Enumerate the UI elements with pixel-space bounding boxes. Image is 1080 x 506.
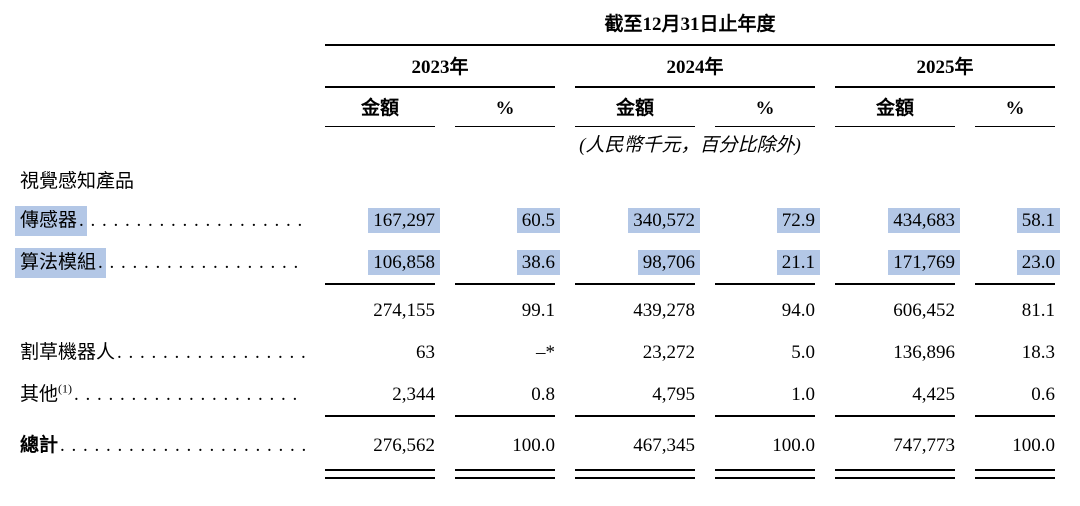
table-row-total: 總計 276,562 100.0 467,345 100.0 747,773 1… — [20, 417, 1055, 467]
cell-2025-amount: 747,773 — [893, 435, 955, 456]
rule — [975, 283, 1055, 285]
rule — [455, 415, 555, 417]
table-row-sensors: 傳感器 167,297 60.5 340,572 72.9 434,683 58… — [15, 199, 1060, 241]
cell-2023-percent: 0.8 — [531, 384, 555, 405]
cell-2025-percent: 58.1 — [975, 199, 1060, 241]
cell-2024-percent: 94.0 — [781, 300, 815, 321]
rule — [835, 283, 955, 285]
cell-2023-amount: 106,858 — [325, 241, 440, 283]
double-rule — [455, 469, 555, 479]
double-rule — [715, 469, 815, 479]
unit-note-row: (人民幣千元，百分比除外) — [20, 127, 1055, 159]
row-label-cell: 總計 — [20, 417, 305, 467]
cell-2025-percent: 81.1 — [1021, 300, 1055, 321]
cell-2024-percent: 1.0 — [791, 384, 815, 405]
cell-2024-amount: 98,706 — [575, 241, 700, 283]
cell-2025-percent: 23.0 — [975, 241, 1060, 283]
cell-2025-percent: 100.0 — [1012, 435, 1055, 456]
cell-2024-amount: 340,572 — [575, 199, 700, 241]
percent-header-2023: % — [455, 88, 555, 127]
dot-leader — [72, 382, 305, 408]
dot-leader — [115, 340, 305, 366]
year-header-2024: 2024年 — [575, 46, 815, 88]
rule — [835, 415, 955, 417]
year-header-2025: 2025年 — [835, 46, 1055, 88]
dot-leader — [77, 208, 305, 234]
cell-2023-percent: 100.0 — [512, 435, 555, 456]
rule — [715, 283, 815, 285]
cell-2024-percent: 21.1 — [715, 241, 820, 283]
double-rule — [975, 469, 1055, 479]
amount-header-2023: 金額 — [325, 88, 435, 127]
cell-2023-percent: –* — [536, 342, 555, 363]
year-header-2023: 2023年 — [325, 46, 555, 88]
table-row-others: 其他(1) 2,344 0.8 4,795 1.0 4,425 0.6 — [20, 373, 1055, 415]
cell-2023-amount: 63 — [416, 342, 435, 363]
unit-note: (人民幣千元，百分比除外) — [579, 135, 801, 156]
rule — [325, 283, 435, 285]
row-label-cell: 其他(1) — [20, 373, 305, 415]
double-rule — [575, 469, 695, 479]
amount-header-2024: 金額 — [575, 88, 695, 127]
double-rule — [835, 469, 955, 479]
cell-2023-amount: 2,344 — [392, 384, 435, 405]
double-rule — [325, 469, 435, 479]
cell-2024-amount: 4,795 — [652, 384, 695, 405]
cell-2025-percent: 18.3 — [1021, 342, 1055, 363]
period-header: 截至12月31日止年度 — [325, 12, 1055, 46]
row-label-cell: 傳感器 — [15, 199, 305, 241]
row-label: 總計 — [20, 435, 59, 456]
cell-2023-percent: 99.1 — [521, 300, 555, 321]
year-header-row: 2023年 2024年 2025年 — [20, 46, 1055, 88]
cell-2024-percent: 5.0 — [791, 342, 815, 363]
rule — [455, 283, 555, 285]
section-header: 視覺感知產品 — [20, 171, 135, 192]
subheader-row: 金額 % 金額 % 金額 % — [20, 88, 1055, 127]
cell-2023-amount: 274,155 — [373, 300, 435, 321]
cell-2025-amount: 606,452 — [893, 300, 955, 321]
cell-2025-amount: 100.0 — [772, 435, 815, 456]
row-label: 其他(1) — [20, 381, 73, 405]
percent-header-2024: % — [715, 88, 815, 127]
row-label: 算法模組 — [15, 248, 107, 278]
rule — [715, 415, 815, 417]
cell-2025-percent: 0.6 — [1031, 384, 1055, 405]
cell-2025-amount: 136,896 — [893, 342, 955, 363]
table-row-lawn-mowing-robots: 割草機器人 63 –* 23,272 5.0 136,896 18.3 — [20, 331, 1055, 373]
table-row-algorithm-modules: 算法模組 106,858 38.6 98,706 21.1 171,769 23… — [15, 241, 1060, 283]
subtotal-rule-row — [20, 283, 1055, 285]
cell-2023-percent: 60.5 — [455, 199, 560, 241]
cell-2023-amount: 167,297 — [325, 199, 440, 241]
cell-2024-amount: 439,278 — [633, 300, 695, 321]
cell-2024-amount: 23,272 — [642, 342, 695, 363]
cell-2023-percent: 38.6 — [455, 241, 560, 283]
row-label-cell: 算法模組 — [15, 241, 305, 283]
pre-total-rule-row — [20, 415, 1055, 417]
cell-2024-amount: 467,345 — [633, 435, 695, 456]
rule — [575, 415, 695, 417]
cell-2023-amount: 276,562 — [373, 435, 435, 456]
cell-2024-percent: 72.9 — [715, 199, 820, 241]
cell-2025-amount: 171,769 — [835, 241, 960, 283]
dot-leader — [96, 250, 305, 276]
percent-header-2025: % — [975, 88, 1055, 127]
row-label: 傳感器 — [15, 206, 88, 236]
dot-leader — [58, 433, 305, 459]
amount-header-2025: 金額 — [835, 88, 955, 127]
rule — [325, 415, 435, 417]
row-label: 割草機器人 — [20, 342, 116, 363]
footnote-marker: (1) — [58, 381, 73, 396]
section-header-row: 視覺感知產品 — [20, 159, 1055, 199]
rule — [975, 415, 1055, 417]
cell-2025-amount: 434,683 — [835, 199, 960, 241]
rule — [575, 283, 695, 285]
table-row-subtotal: 274,155 99.1 439,278 94.0 606,452 81.1 — [20, 285, 1055, 331]
period-header-row: 截至12月31日止年度 — [20, 12, 1055, 46]
total-double-rule-row — [20, 467, 1055, 479]
row-label-cell: 割草機器人 — [20, 331, 305, 373]
cell-2025-amount: 4,425 — [912, 384, 955, 405]
